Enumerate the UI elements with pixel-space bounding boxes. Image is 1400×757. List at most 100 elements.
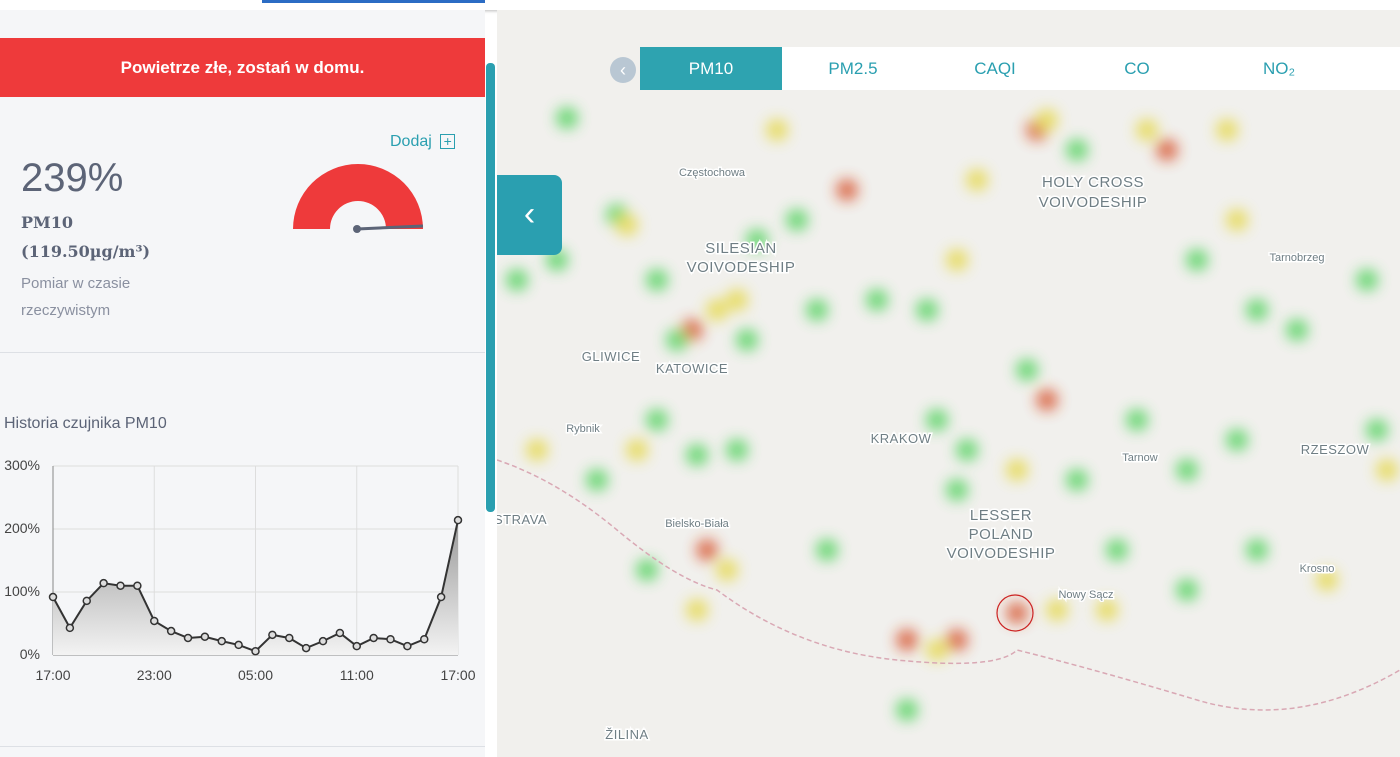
add-button[interactable]: Dodaj +	[390, 133, 456, 151]
y-tick-label: 300%	[4, 457, 40, 473]
gauge	[293, 164, 424, 233]
point	[82, 596, 91, 606]
point	[65, 623, 75, 633]
history-chart: 0% 100% 200% 300% 17:00 23:00 05:00 11:00 17:00	[4, 457, 476, 683]
map-label: POLAND	[969, 526, 1034, 543]
history-title: Historia czujnika PM10	[4, 415, 167, 432]
map[interactable]: Częstochowa SILESIAN VOIVODESHIP GLIWICE KAT…	[497, 10, 1400, 757]
map-label: VOIVODESHIP	[687, 259, 796, 276]
heat-spot	[746, 229, 768, 251]
heat-spot	[1176, 459, 1198, 481]
heat-spot	[1376, 459, 1398, 481]
map-label: HOLY CROSS	[1042, 174, 1144, 191]
divider	[0, 746, 485, 747]
map-label: GLIWICE	[582, 349, 640, 364]
point	[48, 592, 58, 602]
map-label: Bielsko-Biała	[665, 518, 729, 530]
heat-spot	[616, 214, 638, 236]
heat-spot	[1136, 119, 1158, 141]
heat-spot	[666, 329, 688, 351]
tab[interactable]: PM2.5	[828, 58, 878, 78]
point	[251, 646, 260, 656]
heat-spot	[1016, 359, 1038, 381]
heat-spot	[896, 629, 918, 651]
collapse-panel-button[interactable]: ‹	[497, 175, 562, 255]
add-label[interactable]: Dodaj	[390, 133, 432, 150]
heat-spot	[526, 439, 548, 461]
gauge-arc	[293, 164, 423, 229]
heat-spot	[1286, 319, 1308, 341]
point	[285, 633, 294, 643]
tab[interactable]: CAQI	[974, 58, 1016, 78]
map-label: Częstochowa	[679, 167, 746, 179]
heat-spot	[1186, 249, 1208, 271]
heat-spot	[1246, 299, 1268, 321]
point	[99, 578, 108, 588]
add-icon[interactable]: +	[440, 134, 456, 149]
point	[335, 628, 345, 638]
heat-spot	[816, 539, 838, 561]
reading-concentration: (119.50µg/m³)	[21, 242, 151, 261]
heat-spot	[1066, 469, 1088, 491]
heat-spot	[946, 479, 968, 501]
heat-spot	[956, 439, 978, 461]
map-label: LESSER	[970, 507, 1032, 524]
heat-spot	[786, 209, 808, 231]
map-label: Tarnobrzeg	[1269, 252, 1324, 264]
point	[166, 626, 176, 636]
point	[352, 641, 361, 651]
x-tick-label: 05:00	[238, 667, 273, 683]
point	[403, 641, 412, 651]
map-label: SILESIAN	[705, 240, 777, 257]
heat-spot	[1126, 409, 1148, 431]
tab[interactable]: NO₂	[1262, 58, 1296, 78]
map-label: STRAVA	[497, 512, 547, 527]
heat-spot	[696, 539, 718, 561]
x-tick-label: 17:00	[440, 667, 475, 683]
tab[interactable]: PM10	[640, 47, 782, 90]
heat-spot	[1036, 389, 1058, 411]
point	[268, 630, 277, 640]
alert-banner: Powietrze złe, zostań w domu.	[0, 38, 485, 97]
heat-spot	[1246, 539, 1268, 561]
heat-spot	[1316, 569, 1338, 591]
point	[116, 581, 125, 590]
reading-percent: 239%	[21, 156, 124, 200]
heat-spot	[706, 299, 728, 321]
heat-spot	[806, 299, 828, 321]
point	[133, 581, 142, 590]
heat-spot	[1006, 602, 1028, 624]
map-label: KATOWICE	[656, 361, 728, 376]
gauge-hub	[353, 225, 361, 233]
heat-spot	[966, 169, 988, 191]
tab[interactable]: CO	[1124, 58, 1150, 78]
heat-spot	[1226, 209, 1248, 231]
scrollbar[interactable]	[486, 63, 495, 512]
back-button[interactable]: ‹	[610, 57, 636, 83]
map-background	[497, 10, 1400, 757]
point	[386, 635, 395, 644]
map-label: ŽILINA	[605, 727, 648, 742]
map-label: VOIVODESHIP	[947, 545, 1056, 562]
point	[217, 636, 226, 646]
map-label: Krosno	[1300, 563, 1335, 575]
y-tick-label: 200%	[4, 520, 40, 536]
map-label: KRAKOW	[871, 431, 932, 446]
divider	[0, 352, 485, 353]
heat-spot	[1036, 109, 1058, 131]
heat-spot	[1216, 119, 1238, 141]
heat-spot	[626, 439, 648, 461]
heat-spot	[716, 559, 738, 581]
heat-spot	[946, 629, 968, 651]
point	[150, 616, 159, 626]
reading-pollutant: PM10	[21, 213, 74, 232]
gauge-needle	[356, 224, 424, 231]
map-label: Nowy Sącz	[1058, 589, 1113, 601]
selected-station[interactable]	[996, 594, 1034, 632]
point	[453, 515, 463, 525]
heat-spot	[1006, 459, 1028, 481]
point	[420, 635, 429, 644]
top-tab-indicator	[262, 0, 485, 3]
reading-note: Pomiar w czasie rzeczywistym	[21, 275, 131, 319]
x-tick-label: 11:00	[340, 667, 374, 683]
